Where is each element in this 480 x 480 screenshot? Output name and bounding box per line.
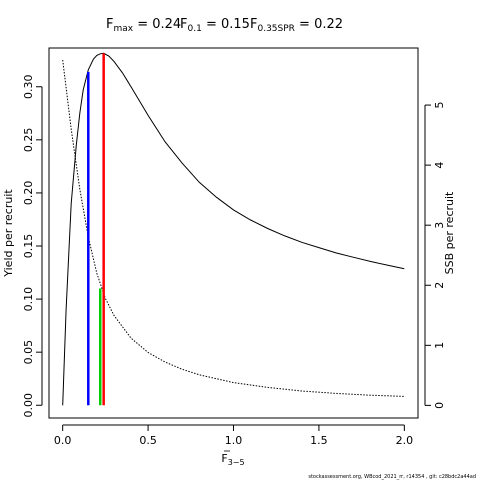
reference-lines [87, 53, 105, 406]
y-right-tick-label: 3 [433, 222, 446, 229]
y-left-tick-label: 0.30 [22, 75, 35, 100]
title-f035spr: F0.35SPR = 0.22 [250, 17, 343, 34]
y-left-tick-label: 0.20 [22, 181, 35, 206]
ssb-per-recruit-line [62, 59, 405, 397]
y-left-tick-label: 0.10 [22, 287, 35, 312]
y-axis-left: 0.00 0.05 0.10 0.15 0.20 0.25 0.30 [22, 75, 43, 418]
y-right-tick-label: 4 [433, 162, 446, 169]
y-left-tick-label: 0.25 [22, 128, 35, 153]
y-axis-right: 0 1 2 3 4 5 [424, 102, 446, 409]
y-right-tick-label: 0 [433, 402, 446, 409]
x-tick-label: 0.0 [54, 434, 72, 447]
footer-credit: stockassessment.org, WBcod_2021_rr, r143… [308, 474, 476, 480]
y-axis-right-label: SSB per recruit [443, 191, 456, 274]
plot-frame [48, 47, 419, 419]
y-left-tick-label: 0.15 [22, 234, 35, 259]
series-layer [62, 52, 405, 406]
x-tick-label: 1.5 [310, 434, 328, 447]
yield-per-recruit-line [62, 52, 405, 406]
y-right-tick-label: 1 [433, 342, 446, 349]
y-right-tick-label: 5 [433, 102, 446, 109]
y-axis-left-label: Yield per recruit [2, 189, 15, 278]
y-right-tick-label: 2 [433, 282, 446, 289]
x-tick-label: 1.0 [225, 434, 243, 447]
title-f01: F0.1 = 0.15 [180, 17, 250, 34]
title-fmax: Fmax = 0.24 [106, 17, 181, 34]
x-axis-label: F3−5 [221, 452, 244, 467]
chart-title: Fmax = 0.24 F0.1 = 0.15 F0.35SPR = 0.22 [106, 17, 343, 34]
y-left-tick-label: 0.05 [22, 340, 35, 365]
x-tick-label: 0.5 [139, 434, 157, 447]
x-axis: 0.0 0.5 1.0 1.5 2.0 [54, 424, 414, 447]
x-tick-label: 2.0 [396, 434, 414, 447]
y-left-tick-label: 0.00 [22, 393, 35, 418]
